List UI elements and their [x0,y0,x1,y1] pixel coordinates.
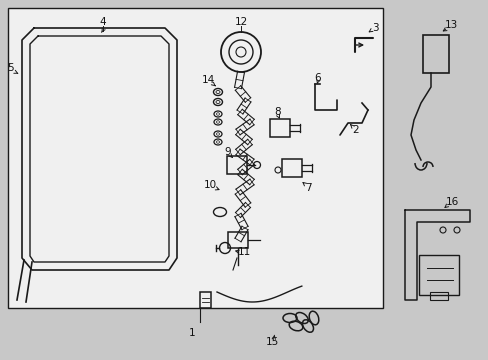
Text: 12: 12 [234,17,247,27]
Text: 13: 13 [444,20,457,30]
Text: 14: 14 [201,75,214,85]
Text: 10: 10 [203,180,216,190]
Text: 7: 7 [304,183,311,193]
Text: 15: 15 [265,337,278,347]
Text: 8: 8 [274,107,281,117]
Text: 2: 2 [352,125,359,135]
Text: 16: 16 [445,197,458,207]
Text: 6: 6 [314,73,321,83]
Text: 1: 1 [188,328,195,338]
Text: 5: 5 [8,63,14,73]
Text: 9: 9 [224,147,231,157]
Text: 11: 11 [237,247,250,257]
FancyBboxPatch shape [8,8,382,308]
Text: 3: 3 [371,23,378,33]
Text: 4: 4 [100,17,106,27]
